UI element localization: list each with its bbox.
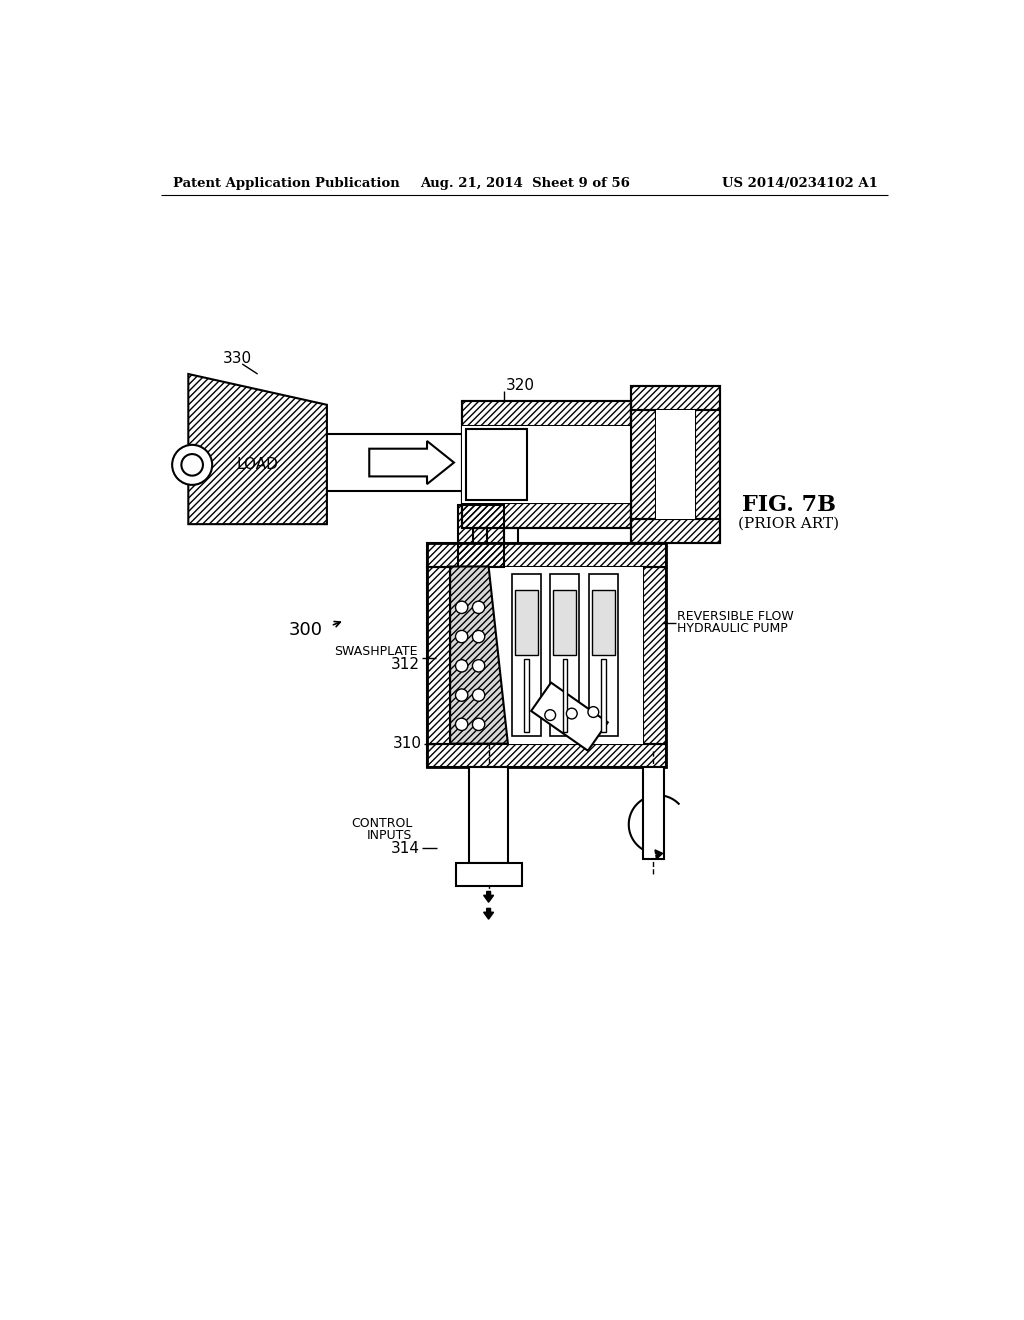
Bar <box>553 590 577 655</box>
Bar <box>427 544 666 566</box>
Bar <box>695 411 720 519</box>
Bar <box>462 503 631 528</box>
Bar <box>462 401 631 425</box>
Circle shape <box>472 660 484 672</box>
Bar <box>456 863 521 886</box>
Bar <box>466 429 527 499</box>
Circle shape <box>456 689 468 701</box>
Bar <box>631 519 720 544</box>
Bar <box>427 566 451 743</box>
Bar <box>589 574 617 737</box>
Text: Aug. 21, 2014  Sheet 9 of 56: Aug. 21, 2014 Sheet 9 of 56 <box>420 177 630 190</box>
Bar <box>655 411 695 519</box>
Circle shape <box>172 445 212 484</box>
Polygon shape <box>531 682 608 751</box>
Circle shape <box>472 689 484 701</box>
Circle shape <box>472 718 484 730</box>
Bar <box>427 743 666 767</box>
Bar <box>601 659 605 733</box>
Bar <box>458 504 504 566</box>
Text: 300: 300 <box>289 620 323 639</box>
Bar <box>469 767 508 863</box>
Circle shape <box>472 631 484 643</box>
Bar <box>427 544 666 767</box>
Text: Patent Application Publication: Patent Application Publication <box>173 177 399 190</box>
FancyArrow shape <box>483 908 494 919</box>
Bar <box>458 504 504 566</box>
Bar <box>631 385 720 411</box>
Bar <box>524 659 528 733</box>
Circle shape <box>588 706 599 718</box>
Circle shape <box>472 601 484 614</box>
Text: US 2014/0234102 A1: US 2014/0234102 A1 <box>722 177 878 190</box>
Bar <box>462 401 631 425</box>
Bar <box>451 566 643 743</box>
Bar <box>695 411 720 519</box>
Bar <box>631 411 655 519</box>
Text: 314: 314 <box>391 841 420 855</box>
Text: (PRIOR ART): (PRIOR ART) <box>738 517 840 531</box>
Bar <box>592 590 614 655</box>
Bar <box>631 385 720 544</box>
Polygon shape <box>370 441 454 484</box>
Polygon shape <box>451 566 508 743</box>
Bar <box>427 544 666 566</box>
Bar <box>562 659 567 733</box>
Bar <box>631 385 720 411</box>
Text: 330: 330 <box>223 351 252 366</box>
Circle shape <box>456 718 468 730</box>
Text: FIG. 7B: FIG. 7B <box>742 494 836 516</box>
Text: 312: 312 <box>391 657 420 672</box>
Text: LOAD: LOAD <box>237 457 279 473</box>
Bar <box>631 411 655 519</box>
Bar <box>427 743 666 767</box>
Bar <box>462 425 631 503</box>
Text: REVERSIBLE FLOW: REVERSIBLE FLOW <box>677 610 794 623</box>
Circle shape <box>456 660 468 672</box>
Text: INPUTS: INPUTS <box>367 829 413 842</box>
Polygon shape <box>188 374 327 524</box>
Bar <box>643 566 666 743</box>
Bar <box>631 519 720 544</box>
Circle shape <box>545 710 556 721</box>
Circle shape <box>181 454 203 475</box>
Bar <box>550 574 580 737</box>
Text: 310: 310 <box>392 737 422 751</box>
Bar <box>462 503 631 528</box>
Bar <box>512 574 541 737</box>
FancyArrow shape <box>655 850 663 859</box>
Text: 320: 320 <box>506 378 535 393</box>
Text: HYDRAULIC PUMP: HYDRAULIC PUMP <box>677 622 788 635</box>
Bar <box>462 401 631 528</box>
Bar <box>643 566 666 743</box>
Circle shape <box>456 601 468 614</box>
FancyArrow shape <box>483 891 494 903</box>
Circle shape <box>456 631 468 643</box>
Circle shape <box>566 708 578 719</box>
Text: CONTROL: CONTROL <box>351 817 413 830</box>
Bar <box>643 767 665 859</box>
Text: SWASHPLATE: SWASHPLATE <box>334 644 418 657</box>
Bar <box>515 590 538 655</box>
Bar <box>427 566 451 743</box>
